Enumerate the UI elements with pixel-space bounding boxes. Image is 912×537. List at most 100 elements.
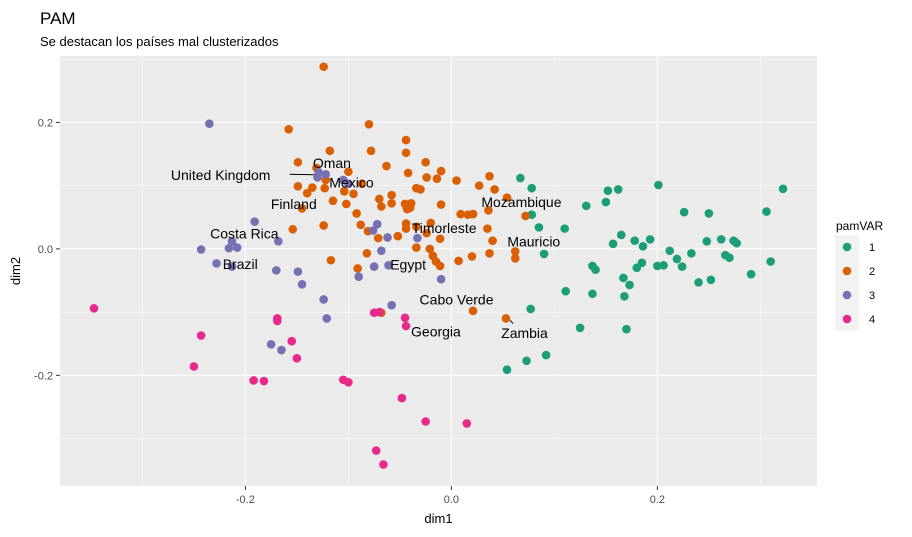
point-annotation-label: Finland (271, 196, 317, 212)
data-point-cluster-1 (716, 235, 726, 244)
data-point-cluster-2 (421, 157, 430, 167)
data-point-cluster-2 (435, 234, 445, 244)
legend-swatch (842, 314, 852, 324)
data-point-cluster-2 (412, 222, 421, 232)
data-point-cluster-2 (373, 233, 383, 243)
data-point-cluster-3 (227, 262, 237, 271)
data-point-cluster-1 (732, 238, 741, 248)
legend-swatch (842, 290, 852, 300)
data-point-cluster-3 (372, 219, 382, 229)
data-point-cluster-2 (405, 203, 415, 213)
data-point-cluster-1 (654, 180, 663, 190)
point-annotation-label: Timorleste (412, 220, 477, 236)
data-point-cluster-3 (384, 261, 393, 270)
y-tick-label: 0.0 (38, 244, 53, 256)
point-annotation-label: Mozambique (481, 194, 561, 210)
data-point-cluster-2 (488, 236, 497, 245)
data-point-cluster-1 (588, 261, 597, 271)
data-point-cluster-2 (436, 200, 446, 209)
data-point-cluster-3 (368, 226, 378, 235)
data-point-cluster-2 (484, 205, 493, 215)
data-point-cluster-3 (354, 272, 363, 281)
data-point-cluster-2 (510, 247, 520, 256)
data-point-cluster-1 (746, 269, 756, 279)
data-point-cluster-1 (645, 235, 655, 244)
plot-panel (60, 56, 817, 486)
legend: pamVAR 1 2 3 4 (835, 219, 883, 331)
data-point-cluster-2 (308, 183, 317, 192)
data-point-cluster-1 (622, 324, 631, 334)
data-point-cluster-1 (632, 263, 642, 273)
data-point-cluster-2 (374, 194, 384, 204)
data-point-cluster-1 (608, 239, 618, 249)
data-point-cluster-2 (490, 185, 499, 194)
data-point-cluster-2 (293, 181, 303, 191)
data-point-cluster-2 (293, 157, 303, 167)
data-point-cluster-4 (397, 393, 407, 403)
point-annotation-label: Zambia (501, 325, 548, 341)
point-annotations: Oman United Kingdom Mexico Finland Mozambiqu… (171, 155, 562, 341)
grid-lines (60, 56, 817, 486)
chart-subtitle: Se destacan los países mal clusterizados (40, 34, 279, 49)
data-point-cluster-2 (468, 209, 478, 219)
data-point-cluster-4 (249, 376, 258, 385)
data-point-cluster-4 (196, 331, 206, 340)
data-point-cluster-2 (422, 173, 431, 182)
data-point-cluster-1 (581, 201, 591, 211)
y-axis-label: dim2 (8, 257, 23, 285)
data-point-cluster-2 (325, 146, 335, 156)
data-point-cluster-1 (527, 183, 537, 193)
data-point-cluster-3 (274, 236, 283, 246)
data-point-cluster-2 (356, 220, 366, 230)
y-tick-label: -0.2 (34, 370, 53, 382)
data-point-cluster-1 (625, 280, 634, 290)
data-points (89, 62, 788, 469)
y-tick-label: 0.2 (38, 117, 53, 129)
data-point-cluster-2 (435, 261, 445, 271)
data-point-cluster-2 (401, 135, 411, 145)
data-point-cluster-1 (659, 261, 668, 270)
data-point-cluster-1 (541, 350, 551, 360)
annotation-leader-line (509, 319, 514, 324)
data-point-cluster-3 (205, 119, 214, 128)
data-point-cluster-1 (672, 254, 682, 264)
data-point-cluster-2 (403, 168, 413, 178)
data-point-cluster-1 (694, 278, 703, 287)
data-point-cluster-2 (328, 196, 338, 206)
data-point-cluster-1 (560, 224, 569, 233)
legend-swatch (842, 242, 852, 252)
data-point-cluster-1 (638, 242, 648, 251)
point-annotation-label: Brazil (223, 256, 258, 272)
data-point-cluster-1 (778, 184, 788, 194)
data-point-cluster-1 (762, 207, 771, 216)
data-point-cluster-2 (377, 202, 386, 211)
point-annotation-label: Mexico (329, 174, 374, 190)
data-point-cluster-2 (467, 252, 477, 261)
data-point-cluster-2 (432, 174, 442, 183)
legend-entry-label: 2 (869, 266, 875, 278)
point-annotation-label: Oman (313, 155, 351, 171)
data-point-cluster-3 (271, 266, 281, 275)
data-point-cluster-1 (522, 356, 531, 366)
data-point-cluster-2 (485, 248, 494, 258)
data-point-cluster-4 (287, 336, 297, 346)
data-point-cluster-2 (501, 314, 511, 323)
data-point-cluster-2 (319, 221, 328, 230)
data-point-cluster-1 (620, 291, 629, 301)
data-point-cluster-2 (454, 256, 463, 266)
data-point-cluster-4 (273, 316, 282, 326)
data-point-cluster-1 (502, 365, 512, 374)
data-point-cluster-3 (377, 246, 386, 256)
data-point-cluster-3 (266, 340, 276, 349)
data-point-cluster-1 (617, 230, 626, 240)
data-point-cluster-1 (539, 249, 549, 259)
data-point-cluster-4 (89, 304, 99, 313)
data-point-cluster-4 (462, 419, 472, 428)
data-point-cluster-3 (250, 217, 259, 226)
data-point-cluster-1 (601, 197, 611, 207)
data-point-cluster-2 (426, 218, 436, 228)
data-point-cluster-2 (319, 62, 328, 72)
data-point-cluster-1 (575, 323, 585, 333)
x-tick-label: -0.2 (236, 494, 255, 506)
